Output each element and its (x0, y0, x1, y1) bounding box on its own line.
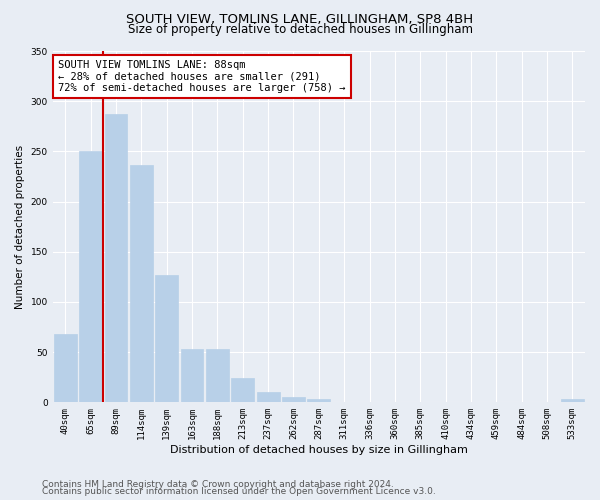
Text: Contains HM Land Registry data © Crown copyright and database right 2024.: Contains HM Land Registry data © Crown c… (42, 480, 394, 489)
Bar (130, 166, 153, 402)
X-axis label: Distribution of detached houses by size in Gillingham: Distribution of detached houses by size … (170, 445, 468, 455)
Bar (307, 400, 330, 402)
Text: SOUTH VIEW, TOMLINS LANE, GILLINGHAM, SP8 4BH: SOUTH VIEW, TOMLINS LANE, GILLINGHAM, SP… (127, 12, 473, 26)
Bar (104, 114, 127, 403)
Bar (206, 349, 229, 403)
Bar (54, 334, 77, 402)
Text: Contains public sector information licensed under the Open Government Licence v3: Contains public sector information licen… (42, 488, 436, 496)
Text: SOUTH VIEW TOMLINS LANE: 88sqm
← 28% of detached houses are smaller (291)
72% of: SOUTH VIEW TOMLINS LANE: 88sqm ← 28% of … (58, 60, 346, 93)
Bar (561, 400, 584, 402)
Text: Size of property relative to detached houses in Gillingham: Size of property relative to detached ho… (128, 22, 473, 36)
Bar (232, 378, 254, 402)
Bar (155, 275, 178, 402)
Y-axis label: Number of detached properties: Number of detached properties (15, 144, 25, 308)
Bar (257, 392, 280, 402)
Bar (282, 398, 305, 402)
Bar (79, 152, 102, 402)
Bar (181, 349, 203, 403)
